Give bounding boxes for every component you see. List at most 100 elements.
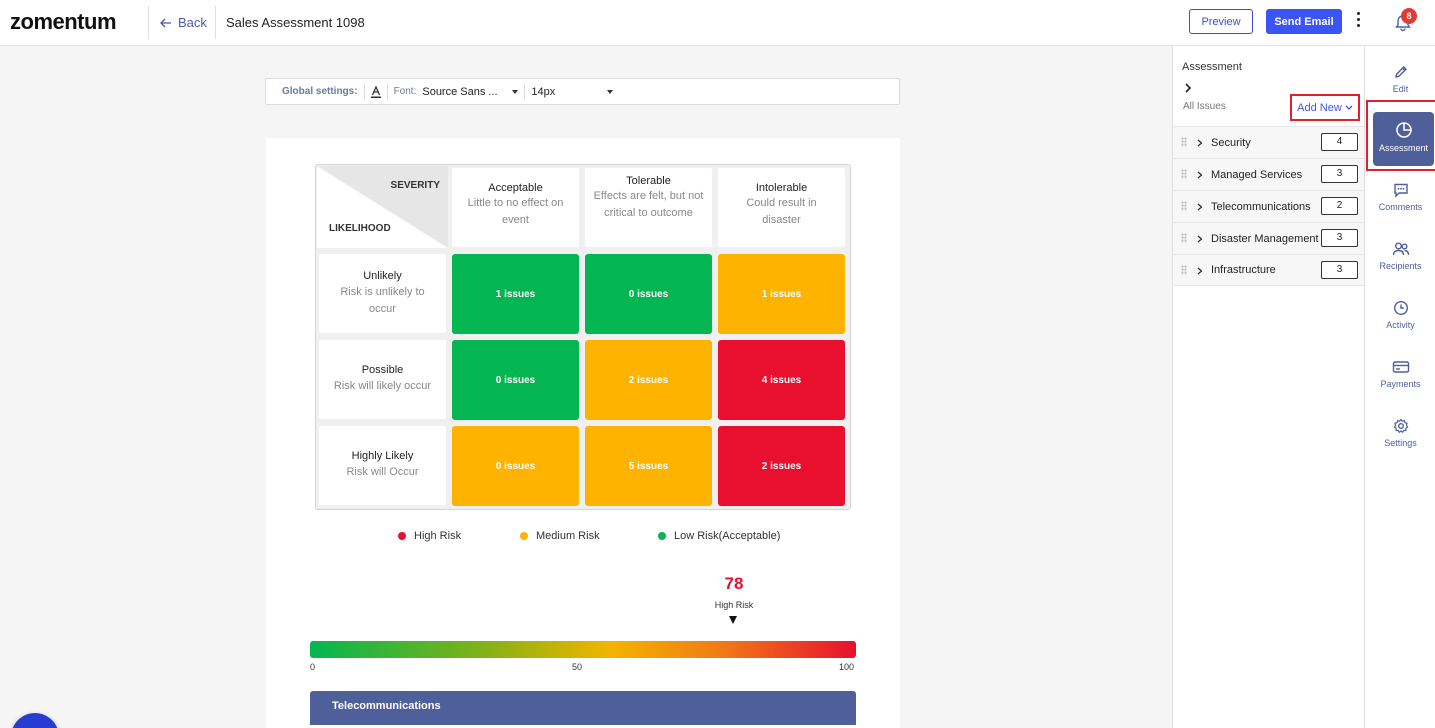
document-page: SEVERITY LIKELIHOOD Acceptable Little to… [266,138,900,728]
legend-medium: Medium Risk [520,530,600,542]
divider [148,6,149,39]
rail-item-assessment-highlight: Assessment [1366,100,1435,171]
gauge-mid: 50 [572,662,583,672]
chevron-right-icon[interactable] [1197,171,1203,179]
chat-launcher-button[interactable] [11,713,59,728]
global-settings-bar: Global settings: Font: Source Sans ... 1… [265,78,900,105]
risk-matrix: SEVERITY LIKELIHOOD Acceptable Little to… [315,164,851,510]
drag-handle-icon[interactable] [1181,233,1187,243]
likelihood-label: LIKELIHOOD [329,223,391,234]
collapse-panel-button[interactable] [1179,79,1197,97]
matrix-cell[interactable]: 0 issues [452,426,579,506]
assessment-panel: Assessment All Issues Add New Security 4… [1172,46,1364,728]
rail-item-settings[interactable]: Settings [1365,418,1435,448]
text-color-icon[interactable] [370,85,381,98]
section-header: Telecommunications [310,691,856,725]
right-rail: Edit Assessment Comments Recipients Acti… [1364,46,1435,728]
matrix-cell[interactable]: 1 issues [718,254,845,334]
chevron-down-icon[interactable] [607,89,614,94]
arrow-left-icon [160,18,171,27]
medium-risk-dot [520,532,528,540]
pencil-icon [1394,66,1407,78]
chevron-down-icon[interactable] [512,89,519,94]
comment-icon [1393,183,1408,198]
all-issues-label: All Issues [1183,101,1226,112]
editor-canvas: Global settings: Font: Source Sans ... 1… [0,46,1172,728]
font-size-select[interactable]: 14px [531,85,556,98]
back-label: Back [178,15,207,30]
risk-gauge-bar [310,641,856,658]
row-header-possible: Possible Risk will likely occur [319,340,446,419]
category-count: 3 [1321,165,1358,183]
credit-card-icon [1392,361,1409,373]
category-item[interactable]: Disaster Management 3 [1173,222,1364,254]
high-risk-dot [398,532,406,540]
rail-item-edit[interactable]: Edit [1365,64,1435,94]
document-title: Sales Assessment 1098 [226,15,365,30]
category-item[interactable]: Infrastructure 3 [1173,254,1364,286]
column-header-tolerable: Tolerable Effects are felt, but not crit… [585,168,712,247]
low-risk-dot [658,532,666,540]
back-button[interactable]: Back [160,15,207,30]
matrix-cell[interactable]: 2 issues [718,426,845,506]
chevron-right-icon[interactable] [1197,267,1203,275]
matrix-cell[interactable]: 1 issues [452,254,579,334]
matrix-cell[interactable]: 5 issues [585,426,712,506]
chevron-right-icon [1185,83,1192,93]
category-list: Security 4 Managed Services 3 Telecommun… [1173,126,1364,286]
legend-high: High Risk [398,530,461,542]
chevron-right-icon[interactable] [1197,139,1203,147]
risk-score-label: High Risk [714,600,754,610]
more-options-icon[interactable] [1352,12,1364,32]
rail-item-comments[interactable]: Comments [1365,182,1435,212]
matrix-corner: SEVERITY LIKELIHOOD [317,166,448,248]
font-label: Font: [393,86,417,97]
gear-icon [1393,418,1408,434]
preview-button[interactable]: Preview [1189,9,1253,34]
users-icon [1392,242,1409,256]
category-count: 2 [1321,197,1358,215]
row-header-unlikely: Unlikely Risk is unlikely to occur [319,254,446,333]
matrix-cell[interactable]: 0 issues [452,340,579,420]
category-count: 3 [1321,261,1358,279]
pie-chart-icon [1395,122,1412,138]
rail-item-activity[interactable]: Activity [1365,300,1435,330]
panel-title: Assessment [1182,61,1242,73]
drag-handle-icon[interactable] [1181,169,1187,179]
drag-handle-icon[interactable] [1181,137,1187,147]
row-header-highly-likely: Highly Likely Risk will Occur [319,426,446,505]
category-item[interactable]: Telecommunications 2 [1173,190,1364,222]
gauge-min: 0 [310,662,316,672]
matrix-cell[interactable]: 4 issues [718,340,845,420]
font-select[interactable]: Source Sans ... [422,85,498,98]
matrix-cell[interactable]: 2 issues [585,340,712,420]
matrix-cell[interactable]: 0 issues [585,254,712,334]
severity-label: SEVERITY [390,180,440,191]
risk-score-value: 78 [724,574,744,593]
global-settings-label: Global settings: [282,86,358,97]
chevron-right-icon[interactable] [1197,235,1203,243]
chevron-down-icon [1345,105,1353,110]
rail-item-recipients[interactable]: Recipients [1365,241,1435,271]
clock-icon [1393,300,1408,316]
drag-handle-icon[interactable] [1181,265,1187,275]
category-count: 4 [1321,133,1358,151]
gauge-max: 100 [839,662,855,672]
category-item[interactable]: Managed Services 3 [1173,158,1364,190]
drag-handle-icon[interactable] [1181,201,1187,211]
score-pointer-icon [729,616,737,624]
category-item[interactable]: Security 4 [1173,126,1364,158]
top-bar: zomentum Back Sales Assessment 1098 Prev… [0,0,1435,46]
column-header-intolerable: Intolerable Could result in disaster [718,168,845,247]
send-email-button[interactable]: Send Email [1266,9,1342,34]
category-count: 3 [1321,229,1358,247]
add-new-button[interactable]: Add New [1290,94,1360,121]
notification-badge: 8 [1401,8,1417,24]
divider [215,6,216,39]
logo[interactable]: zomentum [10,9,117,34]
legend-low: Low Risk(Acceptable) [658,530,780,542]
rail-item-assessment[interactable]: Assessment [1373,112,1434,166]
chevron-right-icon[interactable] [1197,203,1203,211]
column-header-acceptable: Acceptable Little to no effect on event [452,168,579,247]
rail-item-payments[interactable]: Payments [1365,359,1435,389]
